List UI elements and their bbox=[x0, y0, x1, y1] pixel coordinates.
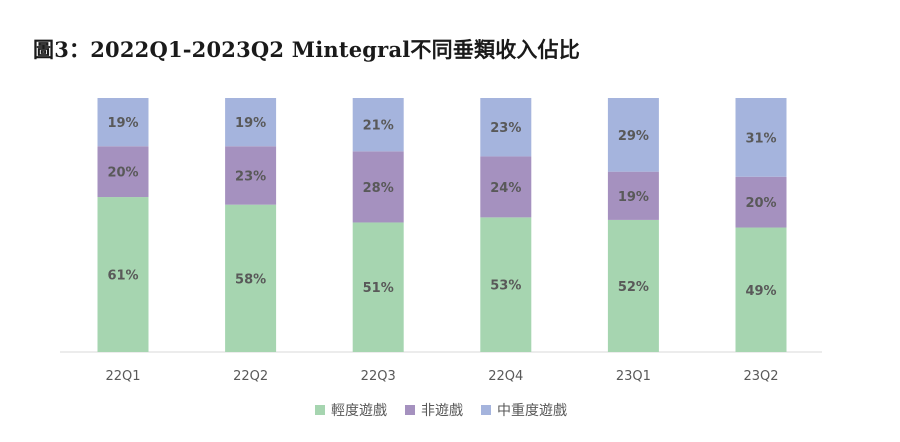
bar-segment-23q1-series-1 bbox=[607, 171, 659, 220]
bar-segment-22q3-series-0 bbox=[352, 222, 404, 352]
x-tick-label-22q2: 22Q2 bbox=[233, 369, 268, 384]
data-label-23q2-series-1: 20% bbox=[745, 196, 776, 211]
data-label-23q1-series-2: 29% bbox=[618, 129, 649, 144]
bar-segment-23q2-series-2 bbox=[735, 98, 787, 177]
bar-segment-23q2-series-1 bbox=[735, 176, 787, 228]
bar-segment-22q4-series-0 bbox=[480, 217, 532, 352]
data-label-23q2-series-0: 49% bbox=[745, 284, 776, 299]
bar-segment-22q1-series-0 bbox=[97, 197, 149, 352]
legend-swatch-2 bbox=[481, 405, 491, 415]
x-tick-label-22q1: 22Q1 bbox=[105, 369, 140, 384]
data-label-22q2-series-0: 58% bbox=[235, 272, 266, 287]
bar-segment-22q1-series-2 bbox=[97, 98, 149, 147]
legend-label-0: 輕度遊戲 bbox=[331, 403, 387, 419]
data-label-22q1-series-0: 61% bbox=[107, 269, 138, 284]
bar-segment-23q1-series-2 bbox=[607, 98, 659, 172]
data-label-22q4-series-0: 53% bbox=[490, 279, 521, 294]
bar-segment-22q2-series-1 bbox=[225, 146, 277, 205]
bar-segment-22q3-series-1 bbox=[352, 151, 404, 223]
data-label-22q3-series-0: 51% bbox=[363, 281, 394, 296]
bar-segment-23q1-series-0 bbox=[607, 219, 659, 352]
bar-segment-22q2-series-2 bbox=[225, 98, 277, 147]
legend-swatch-1 bbox=[405, 405, 415, 415]
data-label-22q4-series-1: 24% bbox=[490, 181, 521, 196]
x-tick-label-22q3: 22Q3 bbox=[361, 369, 396, 384]
data-label-23q1-series-1: 19% bbox=[618, 190, 649, 205]
legend-label-2: 中重度遊戲 bbox=[497, 403, 567, 419]
x-tick-label-23q2: 23Q2 bbox=[743, 369, 778, 384]
bar-segment-22q3-series-2 bbox=[352, 98, 404, 152]
bar-segment-22q2-series-0 bbox=[225, 204, 277, 352]
x-tick-label-22q4: 22Q4 bbox=[488, 369, 523, 384]
legend: 輕度遊戲 非遊戲 中重度遊戲 bbox=[315, 403, 567, 419]
bar-segment-22q4-series-2 bbox=[480, 98, 532, 157]
bar-segment-22q1-series-1 bbox=[97, 146, 149, 198]
data-label-22q3-series-1: 28% bbox=[363, 181, 394, 196]
chart-title: 圖3：2022Q1-2023Q2 Mintegral不同垂類收入佔比 bbox=[33, 37, 581, 62]
data-label-23q2-series-2: 31% bbox=[745, 131, 776, 146]
data-label-22q3-series-2: 21% bbox=[363, 119, 394, 134]
x-tick-label-23q1: 23Q1 bbox=[616, 369, 651, 384]
x-axis-ticks: 22Q1 22Q2 22Q3 22Q4 23Q1 23Q2 bbox=[105, 369, 778, 384]
data-label-23q1-series-0: 52% bbox=[618, 280, 649, 295]
bar-segment-22q4-series-1 bbox=[480, 156, 532, 218]
legend-swatch-0 bbox=[315, 405, 325, 415]
bars-group: 61% 20% 19% 58% 23% 19% 51% 28% 21% 53% 24% 23% 52% 1… bbox=[97, 98, 787, 352]
bar-segment-23q2-series-0 bbox=[735, 227, 787, 352]
data-label-22q2-series-2: 19% bbox=[235, 116, 266, 131]
data-label-22q2-series-1: 23% bbox=[235, 169, 266, 184]
data-label-22q4-series-2: 23% bbox=[490, 121, 521, 136]
data-label-22q1-series-2: 19% bbox=[107, 116, 138, 131]
data-label-22q1-series-1: 20% bbox=[107, 166, 138, 181]
legend-label-1: 非遊戲 bbox=[421, 403, 463, 419]
